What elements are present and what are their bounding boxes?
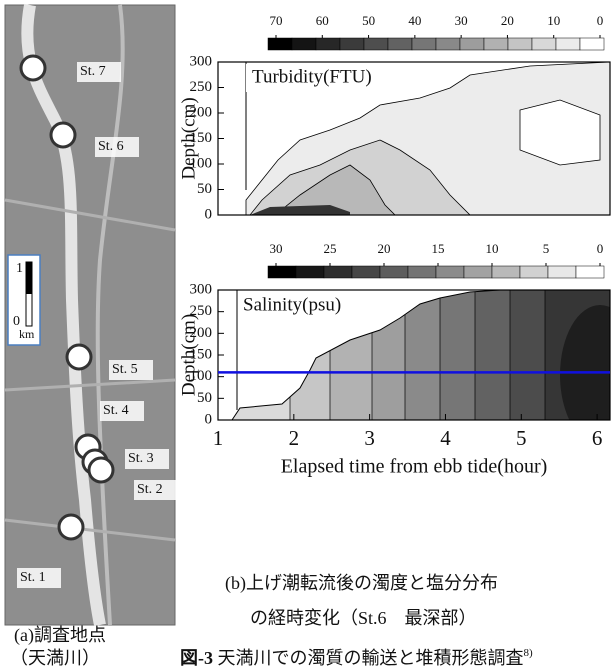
colorbar-segment (460, 38, 484, 50)
colorbar-tick-label: 5 (543, 241, 550, 256)
x-tick-label: 3 (364, 426, 375, 450)
station-label: St. 5 (112, 362, 138, 377)
colorbar-segment (580, 38, 604, 50)
colorbar-segment (364, 38, 388, 50)
colorbar-segment (520, 266, 548, 278)
station-marker (67, 345, 91, 369)
figure-label: 図-3 (180, 648, 213, 668)
y-tick-label: 300 (190, 53, 213, 69)
colorbar-segment (492, 266, 520, 278)
colorbar-tick-label: 60 (316, 13, 329, 28)
colorbar-tick-label: 20 (501, 13, 514, 28)
colorbar-segment (380, 266, 408, 278)
station-label: St. 3 (128, 451, 154, 466)
figure: 1 0 km (a)調査地点 （天満川） (b)上げ潮転流後の濁度と塩分分布 の… (0, 0, 614, 669)
y-axis-label: Depth(cm) (178, 314, 199, 396)
colorbar-tick-label: 0 (597, 241, 604, 256)
colorbar-tick-label: 70 (270, 13, 283, 28)
figure-ref: 8) (524, 647, 534, 659)
colorbar-segment (268, 38, 292, 50)
colorbar-tick-label: 20 (378, 241, 391, 256)
colorbar-segment (340, 38, 364, 50)
colorbar-segment (388, 38, 412, 50)
x-axis-label: Elapsed time from ebb tide(hour) (281, 456, 548, 478)
y-tick-label: 250 (190, 79, 213, 95)
colorbar-segment (548, 266, 576, 278)
scale-top: 1 (16, 261, 23, 276)
y-tick-label: 50 (197, 181, 212, 197)
colorbar-segment (292, 38, 316, 50)
map-caption-sub: （天満川） (10, 648, 100, 668)
chart-title: Turbidity(FTU) (252, 66, 372, 87)
y-axis-label: Depth(cm) (178, 97, 199, 179)
x-tick-label: 2 (289, 426, 300, 450)
caption-b-line2: の経時変化（St.6 最深部） (250, 608, 477, 628)
colorbar-segment (412, 38, 436, 50)
colorbar-segment (268, 266, 296, 278)
colorbar-segment (464, 266, 492, 278)
station-label: St. 4 (103, 403, 129, 418)
figure-text: 天満川での濁質の輸送と堆積形態調査 (213, 648, 524, 668)
scale-unit: km (19, 327, 35, 341)
colorbar-tick-label: 0 (597, 13, 604, 28)
colorbar-segment (324, 266, 352, 278)
map-caption: (a)調査地点 (14, 625, 106, 646)
colorbar-segment (408, 266, 436, 278)
colorbar-segment (484, 38, 508, 50)
colorbar-segment (576, 266, 604, 278)
colorbar-tick-label: 40 (408, 13, 421, 28)
figure-caption: 図-3 天満川での濁質の輸送と堆積形態調査8) (180, 647, 533, 669)
station-label: St. 1 (20, 570, 46, 585)
colorbar-segment (352, 266, 380, 278)
colorbar-segment (556, 38, 580, 50)
y-tick-label: 0 (205, 411, 213, 427)
colorbar-segment (436, 266, 464, 278)
station-marker (21, 56, 45, 80)
station-marker (89, 458, 113, 482)
caption-b-line1: (b)上げ潮転流後の濁度と塩分分布 (225, 573, 498, 594)
colorbar-segment (532, 38, 556, 50)
colorbar-segment (508, 38, 532, 50)
station-label: St. 2 (137, 482, 163, 497)
colorbar-segment (436, 38, 460, 50)
x-tick-label: 4 (440, 426, 451, 450)
y-tick-label: 0 (205, 206, 213, 222)
colorbar-tick-label: 30 (270, 241, 283, 256)
colorbar-tick-label: 10 (547, 13, 560, 28)
map (5, 5, 175, 625)
chart-title: Salinity(psu) (243, 294, 341, 315)
colorbar-tick-label: 25 (324, 241, 337, 256)
x-tick-label: 6 (592, 426, 603, 450)
station-label: St. 7 (80, 64, 106, 79)
x-tick-label: 1 (213, 426, 224, 450)
colorbar-segment (296, 266, 324, 278)
station-label: St. 6 (98, 139, 124, 154)
y-tick-label: 300 (190, 281, 213, 297)
colorbar-tick-label: 30 (455, 13, 468, 28)
station-marker (51, 123, 75, 147)
station-marker (59, 515, 83, 539)
colorbar-tick-label: 15 (432, 241, 445, 256)
colorbar-tick-label: 50 (362, 13, 375, 28)
colorbar-tick-label: 10 (486, 241, 499, 256)
colorbar-segment (316, 38, 340, 50)
x-tick-label: 5 (516, 426, 527, 450)
